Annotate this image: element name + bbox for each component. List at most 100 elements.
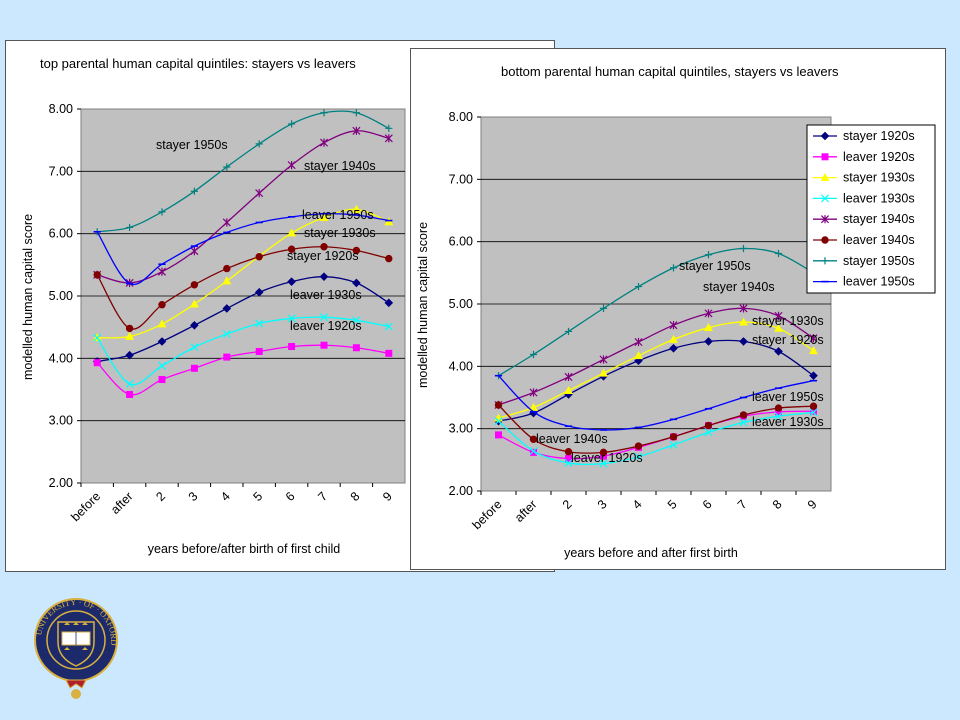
bottom-y-axis-label: modelled human capital score — [416, 222, 430, 388]
bottom-legend-marker-leaver-1940s — [821, 236, 829, 244]
top-y-tick-label: 3.00 — [49, 414, 73, 428]
bottom-point-stayer-1940s — [564, 372, 573, 382]
top-x-tick-label: after — [108, 489, 136, 517]
bottom-series-line-leaver-1930s — [498, 411, 814, 466]
bottom-point-stayer-1930s — [564, 386, 573, 395]
top-series-stayer-1930s — [92, 204, 394, 342]
bottom-x-tick-label: 3 — [595, 497, 610, 512]
top-annotation-leaver-1920s: leaver 1920s — [290, 319, 362, 333]
bottom-point-leaver-1940s — [494, 401, 503, 409]
top-x-tick-label: 3 — [186, 489, 201, 504]
top-point-stayer-1950s — [385, 124, 393, 132]
bottom-x-tick-label: 5 — [665, 497, 680, 512]
bottom-point-leaver-1930s — [739, 418, 748, 427]
top-point-stayer-1950s — [126, 223, 134, 232]
top-series-line-leaver-1950s — [96, 212, 389, 286]
bottom-series-line-stayer-1930s — [498, 321, 814, 419]
top-point-stayer-1950s — [352, 109, 360, 117]
bottom-point-leaver-1940s — [809, 402, 818, 410]
top-x-tick-label: 5 — [251, 489, 266, 504]
top-point-stayer-1940s — [352, 126, 361, 135]
top-point-stayer-1930s — [287, 228, 297, 237]
bottom-y-tick-label: 3.00 — [449, 422, 473, 436]
top-point-stayer-1920s — [157, 337, 167, 346]
bottom-legend-marker-stayer-1940s — [820, 215, 830, 224]
bottom-annotation-leaver-1950s: leaver 1950s — [752, 390, 824, 404]
bottom-legend-label-stayer-1950s: stayer 1950s — [843, 254, 915, 268]
bottom-point-stayer-1950s — [599, 304, 608, 312]
top-point-leaver-1930s — [93, 333, 102, 342]
bottom-series-line-leaver-1950s — [498, 375, 814, 431]
top-y-tick-label: 5.00 — [49, 289, 73, 303]
top-point-stayer-1930s — [319, 212, 329, 221]
bottom-x-tick-label: 2 — [560, 497, 575, 512]
top-point-stayer-1940s — [157, 267, 167, 276]
top-point-stayer-1920s — [287, 277, 296, 286]
top-point-stayer-1920s — [254, 287, 264, 297]
top-point-stayer-1920s — [222, 304, 232, 313]
top-series-leaver-1930s — [93, 313, 393, 388]
bottom-annotation-leaver-1940s: leaver 1940s — [536, 432, 608, 446]
top-point-stayer-1950s — [158, 208, 166, 216]
bottom-legend-label-stayer-1940s: stayer 1940s — [843, 212, 915, 226]
top-point-leaver-1930s — [255, 319, 264, 328]
top-point-leaver-1940s — [255, 253, 263, 261]
bottom-point-stayer-1930s — [634, 351, 643, 360]
bottom-series-line-stayer-1950s — [498, 247, 814, 377]
top-x-tick-label: 6 — [283, 489, 298, 504]
bottom-y-tick-label: 7.00 — [449, 172, 473, 186]
bottom-y-tick-label: 8.00 — [449, 110, 473, 124]
bottom-point-stayer-1930s — [529, 402, 538, 411]
top-point-leaver-1930s — [125, 379, 134, 388]
bottom-point-stayer-1950s — [634, 282, 643, 291]
chart-top-quintiles: top parental human capital quintiles: st… — [21, 56, 406, 556]
top-point-leaver-1920s — [352, 344, 360, 352]
bottom-point-leaver-1930s — [564, 458, 573, 467]
top-point-stayer-1950s — [255, 140, 263, 148]
bottom-point-stayer-1930s — [599, 368, 608, 377]
bottom-x-tick-label: after — [512, 497, 540, 525]
top-point-stayer-1940s — [384, 134, 393, 143]
bottom-x-tick-label: before — [470, 497, 505, 532]
top-series-line-leaver-1930s — [96, 316, 389, 386]
bottom-point-leaver-1930s — [704, 428, 713, 437]
top-point-leaver-1940s — [93, 271, 101, 279]
bottom-legend-marker-stayer-1930s — [820, 172, 830, 181]
bottom-point-stayer-1940s — [739, 304, 748, 313]
bottom-annotation-leaver-1920s: leaver 1920s — [571, 451, 643, 465]
top-point-leaver-1920s — [255, 347, 263, 355]
top-point-stayer-1930s — [125, 331, 135, 340]
top-point-leaver-1940s — [287, 245, 296, 253]
top-point-stayer-1950s — [223, 163, 231, 171]
bottom-point-stayer-1950s — [774, 249, 783, 258]
bottom-point-stayer-1940s — [599, 355, 608, 364]
top-point-leaver-1920s — [385, 349, 393, 357]
top-point-stayer-1950s — [190, 187, 198, 195]
bottom-series-leaver-1950s — [494, 374, 818, 431]
bottom-x-tick-label: 6 — [700, 497, 715, 512]
top-point-leaver-1930s — [384, 322, 393, 331]
bottom-point-leaver-1940s — [774, 404, 783, 412]
top-series-line-stayer-1940s — [97, 130, 389, 284]
top-x-tick-label: 8 — [348, 489, 363, 504]
top-series-line-leaver-1920s — [96, 344, 389, 396]
bottom-y-tick-label: 4.00 — [449, 359, 473, 373]
top-point-stayer-1930s — [189, 299, 199, 308]
bottom-series-leaver-1930s — [494, 408, 818, 468]
top-x-tick-label: 7 — [315, 489, 330, 504]
bottom-point-leaver-1940s — [739, 411, 748, 419]
top-point-leaver-1920s — [93, 359, 101, 367]
bottom-point-leaver-1930s — [494, 417, 503, 426]
bottom-legend-box — [806, 124, 936, 294]
bottom-point-leaver-1930s — [669, 440, 678, 449]
bottom-point-leaver-1930s — [634, 452, 643, 461]
top-series-line-stayer-1920s — [97, 276, 390, 363]
bottom-point-stayer-1920s — [739, 337, 748, 346]
top-point-leaver-1940s — [385, 254, 393, 263]
top-y-tick-label: 2.00 — [49, 476, 73, 490]
bottom-x-tick-label: 8 — [770, 497, 785, 512]
top-point-leaver-1930s — [190, 343, 199, 352]
bottom-point-leaver-1930s — [809, 408, 818, 417]
top-x-tick-label: 9 — [380, 489, 395, 504]
bottom-point-stayer-1920s — [774, 347, 783, 356]
